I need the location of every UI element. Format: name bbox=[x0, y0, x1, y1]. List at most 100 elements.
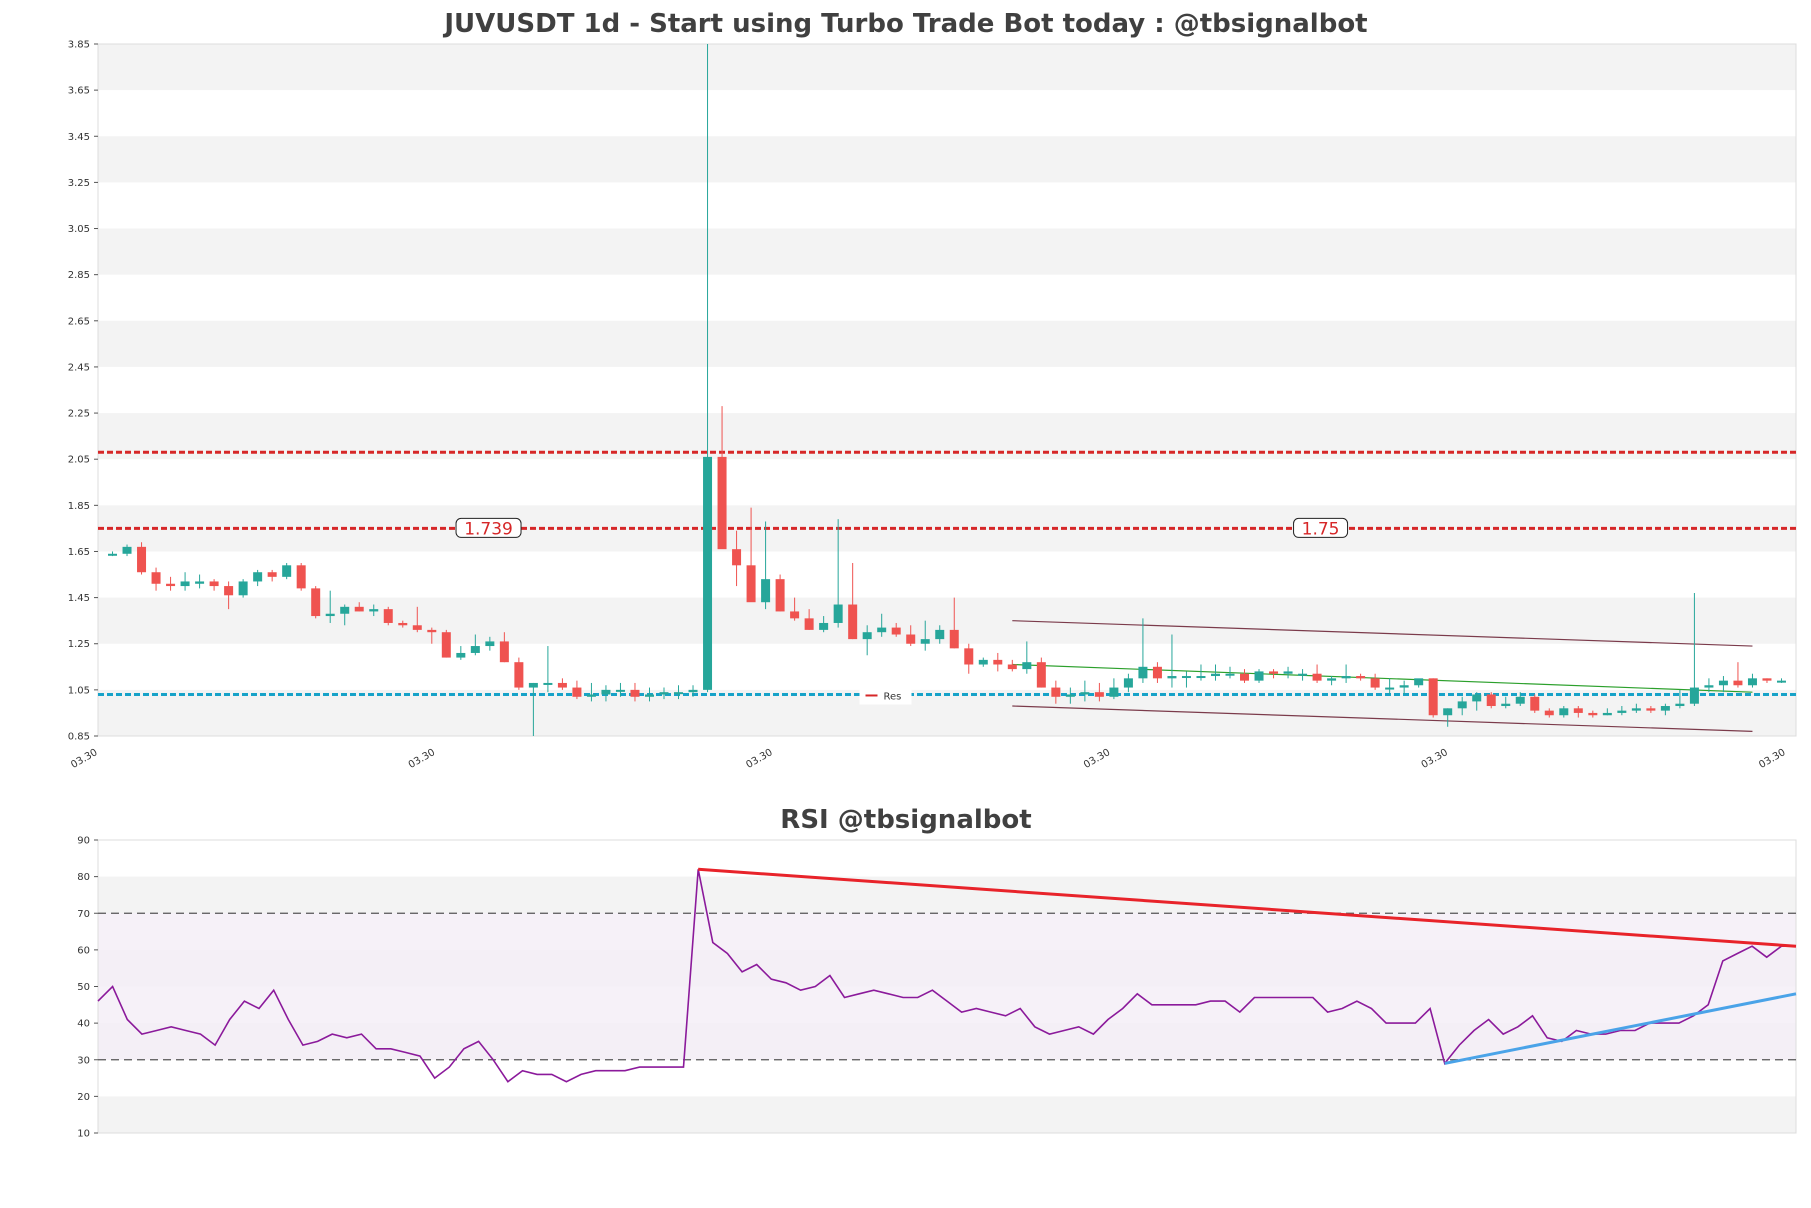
grid-band bbox=[98, 136, 1796, 183]
candle-body bbox=[1573, 708, 1583, 713]
candle-body bbox=[601, 689, 611, 695]
candle-body bbox=[369, 609, 379, 612]
candle-body bbox=[775, 579, 785, 612]
candle-body bbox=[195, 581, 205, 584]
candle-body bbox=[746, 565, 756, 603]
candle-body bbox=[1283, 671, 1293, 674]
y-tick-label: 0.85 bbox=[68, 732, 90, 743]
y-tick-label: 3.05 bbox=[68, 224, 90, 235]
y-tick-label: 20 bbox=[77, 1092, 90, 1103]
candle-body bbox=[1312, 673, 1322, 681]
candle-body bbox=[717, 456, 727, 550]
y-tick-label: 2.65 bbox=[68, 316, 90, 327]
grid-band bbox=[98, 1096, 1796, 1133]
y-tick-label: 1.65 bbox=[68, 547, 90, 558]
candle-body bbox=[1080, 692, 1090, 695]
resistance-label-box bbox=[455, 517, 522, 538]
candle-body bbox=[819, 622, 829, 630]
candle-body bbox=[499, 641, 509, 663]
candle-body bbox=[1486, 694, 1496, 707]
candle-body bbox=[833, 604, 843, 623]
rsi-resistance-trendline bbox=[698, 867, 1797, 948]
candle-body bbox=[586, 694, 596, 697]
candle-body bbox=[790, 611, 800, 619]
candle-body bbox=[1675, 703, 1685, 707]
candle-body bbox=[224, 586, 234, 596]
candle-body bbox=[1602, 712, 1612, 716]
candle-body bbox=[572, 687, 582, 697]
candle-body bbox=[1240, 673, 1250, 681]
candle-body bbox=[1443, 708, 1453, 716]
grid-band bbox=[98, 689, 1796, 736]
grid-band bbox=[98, 44, 1796, 91]
candle-body bbox=[1210, 673, 1220, 677]
candle-body bbox=[412, 625, 422, 630]
y-tick-label: 80 bbox=[77, 872, 90, 883]
candle-body bbox=[122, 546, 132, 554]
candle-body bbox=[1327, 678, 1337, 681]
candle-body bbox=[920, 639, 930, 644]
candle-body bbox=[1660, 706, 1670, 711]
candle-body bbox=[1254, 671, 1264, 681]
candle-body bbox=[209, 581, 219, 587]
candle-body bbox=[238, 581, 248, 596]
y-tick-label: 2.05 bbox=[68, 455, 90, 466]
grid-band bbox=[98, 876, 1796, 914]
candle-body bbox=[282, 565, 292, 577]
channel-middle-line bbox=[1012, 663, 1753, 693]
x-tick-label: 03.30 bbox=[1757, 747, 1787, 771]
channel-upper-line bbox=[1012, 620, 1753, 647]
candle-body bbox=[485, 641, 495, 647]
candle-body bbox=[688, 689, 698, 693]
grid-band bbox=[98, 228, 1796, 275]
candle-body bbox=[354, 606, 364, 612]
y-tick-label: 2.25 bbox=[68, 409, 90, 420]
candle-body bbox=[1385, 687, 1395, 690]
x-tick-label: 03.30 bbox=[407, 747, 437, 771]
candle-body bbox=[456, 652, 466, 658]
legend-label: Res bbox=[883, 691, 901, 702]
candle-body bbox=[1167, 676, 1177, 679]
candle-body bbox=[1457, 701, 1467, 709]
y-tick-label: 1.85 bbox=[68, 501, 90, 512]
candle-body bbox=[398, 622, 408, 626]
candle-body bbox=[180, 581, 190, 587]
candle-body bbox=[543, 682, 553, 685]
candle-body bbox=[151, 572, 161, 584]
resistance-label: 1.739 bbox=[464, 519, 513, 539]
candle-body bbox=[1733, 680, 1743, 686]
candle-body bbox=[674, 692, 684, 695]
candle-body bbox=[311, 588, 321, 617]
y-tick-label: 40 bbox=[77, 1019, 90, 1030]
y-tick-label: 50 bbox=[77, 982, 90, 993]
y-tick-label: 1.25 bbox=[68, 639, 90, 650]
candle-body bbox=[1138, 666, 1148, 679]
candle-body bbox=[935, 629, 945, 640]
candle-body bbox=[1414, 678, 1424, 686]
price-chart-title: JUVUSDT 1d - Start using Turbo Trade Bot… bbox=[442, 9, 1367, 39]
x-tick-label: 03.30 bbox=[1082, 747, 1112, 771]
plot-frame bbox=[97, 43, 1797, 737]
candle-body bbox=[891, 627, 901, 635]
candle-body bbox=[906, 634, 916, 644]
rsi-line bbox=[97, 869, 1796, 1083]
y-tick-label: 2.45 bbox=[68, 362, 90, 373]
y-tick-label: 90 bbox=[77, 836, 90, 847]
y-tick-label: 3.85 bbox=[68, 40, 90, 51]
candle-body bbox=[1022, 662, 1032, 670]
y-tick-label: 1.45 bbox=[68, 593, 90, 604]
grid-band bbox=[98, 597, 1796, 644]
candle-body bbox=[1109, 687, 1119, 697]
candle-body bbox=[993, 659, 1003, 665]
candle-body bbox=[1544, 710, 1554, 716]
candle-body bbox=[1036, 662, 1046, 688]
candle-body bbox=[1065, 694, 1075, 697]
y-tick-label: 3.45 bbox=[68, 132, 90, 143]
rsi-chart-panel: 10 20 30 40 50 60 70 80 90 bbox=[77, 836, 1797, 1140]
candle-body bbox=[848, 604, 858, 640]
candle-body bbox=[1501, 703, 1511, 707]
candle-body bbox=[630, 689, 640, 697]
candle-body bbox=[1152, 666, 1162, 679]
x-tick-label: 03.30 bbox=[1420, 747, 1450, 771]
candle-body bbox=[862, 632, 872, 640]
